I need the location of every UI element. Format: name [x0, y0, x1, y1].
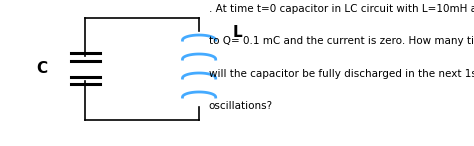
Text: to Q= 0.1 mC and the current is zero. How many times: to Q= 0.1 mC and the current is zero. Ho…: [209, 36, 474, 46]
Text: will the capacitor be fully discharged in the next 1s of: will the capacitor be fully discharged i…: [209, 69, 474, 79]
Text: C: C: [36, 61, 47, 76]
Text: . At time t=0 capacitor in LC circuit with L=10mH and C=0.1 mF shown below is fu: . At time t=0 capacitor in LC circuit wi…: [209, 4, 474, 14]
Text: oscillations?: oscillations?: [209, 101, 273, 111]
Text: L: L: [232, 25, 242, 40]
